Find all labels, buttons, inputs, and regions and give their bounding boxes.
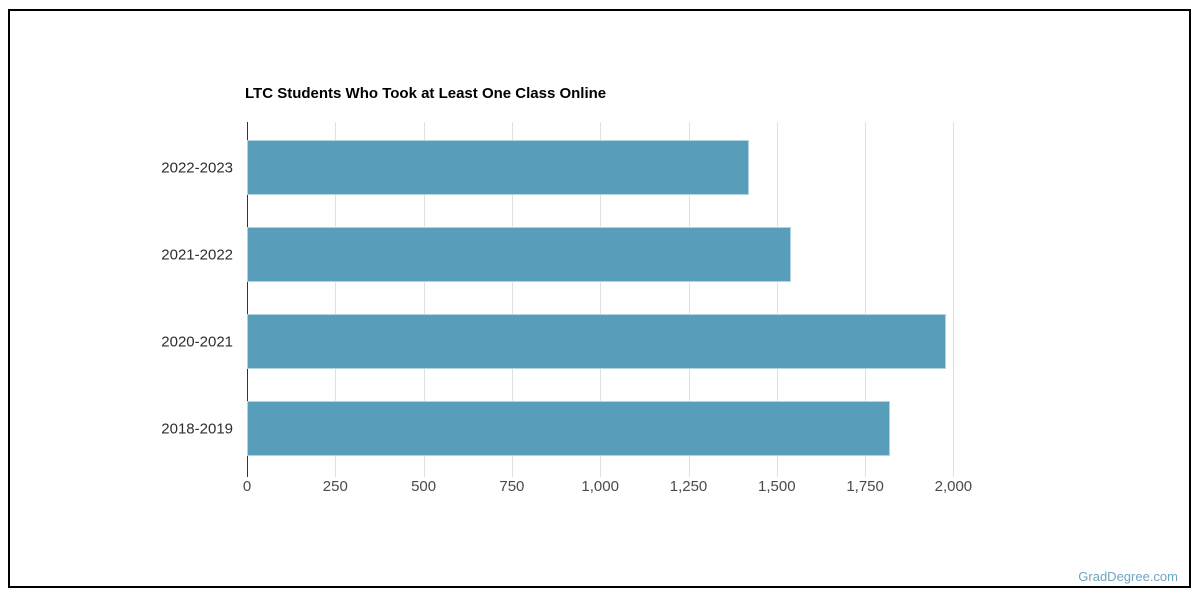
chart-title: LTC Students Who Took at Least One Class…: [245, 85, 607, 102]
x-tick-label: 750: [499, 478, 525, 495]
bar-2022-2023[interactable]: [247, 140, 750, 195]
y-category-label: 2022-2023: [161, 159, 233, 176]
bar-2021-2022[interactable]: [247, 227, 791, 282]
x-tick-label: 500: [411, 478, 437, 495]
x-gridline: [776, 122, 778, 477]
x-gridline: [953, 122, 955, 477]
x-tick-label: 250: [322, 478, 348, 495]
x-tick-label: 0: [242, 478, 252, 495]
x-gridline: [865, 122, 867, 477]
x-gridline: [335, 122, 337, 477]
y-category-label: 2020-2021: [161, 333, 233, 350]
x-gridline: [511, 122, 513, 477]
bar-2020-2021[interactable]: [247, 314, 946, 369]
y-axis-line: [247, 122, 248, 477]
x-tick-label: 1,750: [846, 478, 884, 495]
chart-frame: [8, 9, 1191, 588]
x-tick-label: 1,250: [669, 478, 708, 495]
bar-2018-2019[interactable]: [247, 401, 890, 456]
y-category-label: 2021-2022: [161, 246, 233, 263]
x-tick-label: 1,000: [581, 478, 619, 495]
x-gridline: [600, 122, 602, 477]
y-category-label: 2018-2019: [161, 420, 233, 437]
x-tick-label: 1,500: [758, 478, 796, 495]
watermark: GradDegree.com: [1078, 569, 1178, 584]
x-gridline: [688, 122, 690, 477]
x-tick-label: 2,000: [934, 478, 973, 495]
x-gridline: [423, 122, 425, 477]
